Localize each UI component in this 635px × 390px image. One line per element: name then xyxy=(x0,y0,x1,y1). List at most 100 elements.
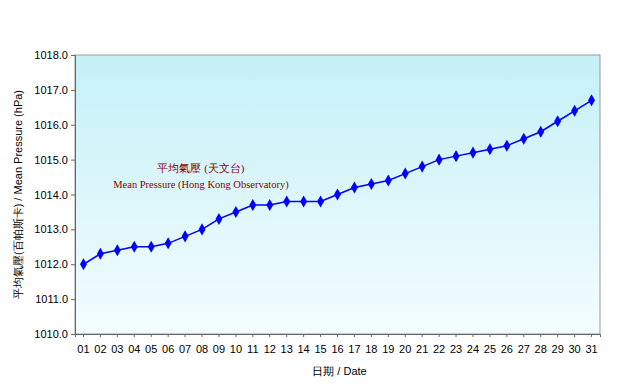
x-axis: 0102030405060708091011121314151617181920… xyxy=(76,334,601,355)
x-tick-label: 14 xyxy=(298,343,310,355)
x-tick: 14 xyxy=(298,334,310,355)
y-tick-label: 1013.0 xyxy=(34,223,68,235)
x-tick-mark xyxy=(286,334,287,337)
x-tick: 17 xyxy=(348,334,360,355)
x-tick-label: 17 xyxy=(348,343,360,355)
y-tick: 1012.0 xyxy=(34,258,75,270)
series-marker xyxy=(182,230,189,242)
x-tick-mark xyxy=(523,334,524,337)
x-tick: 29 xyxy=(552,334,564,355)
x-tick-label: 31 xyxy=(585,343,597,355)
series-marker xyxy=(588,94,595,106)
x-tick: 15 xyxy=(314,334,326,355)
x-tick: 24 xyxy=(467,334,479,355)
series-marker xyxy=(571,105,578,117)
x-tick-label: 06 xyxy=(162,343,174,355)
y-tick: 1017.0 xyxy=(34,84,75,96)
x-tick: 30 xyxy=(568,334,580,355)
x-tick-mark xyxy=(557,334,558,337)
x-tick: 11 xyxy=(247,334,258,355)
y-tick-mark xyxy=(71,264,75,265)
annotation: Mean Pressure (Hong Kong Observatory) xyxy=(113,179,289,191)
x-tick-label: 08 xyxy=(196,343,208,355)
x-tick: 23 xyxy=(450,334,462,355)
x-tick: 10 xyxy=(230,334,242,355)
x-tick-mark xyxy=(117,334,118,337)
plot-area xyxy=(75,55,600,334)
x-tick: 06 xyxy=(162,334,174,355)
x-tick-label: 30 xyxy=(568,343,580,355)
x-tick: 21 xyxy=(416,334,428,355)
x-tick-label: 12 xyxy=(264,343,276,355)
series-marker xyxy=(334,188,341,200)
y-tick-mark xyxy=(71,334,75,335)
y-tick-label: 1012.0 xyxy=(34,258,68,270)
x-tick: 07 xyxy=(179,334,191,355)
y-tick-label: 1010.0 xyxy=(34,328,68,340)
series-marker xyxy=(114,244,121,256)
series-marker xyxy=(503,140,510,152)
series-marker xyxy=(249,199,256,211)
x-tick-mark xyxy=(405,334,406,337)
y-tick: 1016.0 xyxy=(34,119,75,131)
series-marker xyxy=(199,223,206,235)
y-tick-mark xyxy=(71,229,75,230)
x-tick: 25 xyxy=(484,334,496,355)
y-tick: 1014.0 xyxy=(34,189,75,201)
x-tick-label: 26 xyxy=(501,343,513,355)
x-tick: 02 xyxy=(94,334,106,355)
x-axis-line xyxy=(76,335,601,338)
x-tick: 03 xyxy=(111,334,123,355)
series-marker xyxy=(148,241,155,253)
x-tick-mark xyxy=(303,334,304,337)
y-tick: 1015.0 xyxy=(34,154,75,166)
series-marker xyxy=(402,168,409,180)
x-tick: 05 xyxy=(145,334,157,355)
x-tick-label: 25 xyxy=(484,343,496,355)
series-marker xyxy=(97,248,104,260)
x-tick: 12 xyxy=(264,334,276,355)
series-marker xyxy=(266,199,273,211)
chart: 1010.01011.01012.01013.01014.01015.01016… xyxy=(0,0,635,390)
x-tick: 18 xyxy=(365,334,377,355)
x-tick-label: 09 xyxy=(213,343,225,355)
x-tick-label: 15 xyxy=(314,343,326,355)
x-tick-mark xyxy=(218,334,219,337)
x-tick-label: 28 xyxy=(535,343,547,355)
y-tick: 1018.0 xyxy=(34,49,75,61)
x-tick-mark xyxy=(168,334,169,337)
x-tick: 09 xyxy=(213,334,225,355)
series-marker xyxy=(368,178,375,190)
y-tick: 1013.0 xyxy=(34,223,75,235)
x-tick-label: 24 xyxy=(467,343,479,355)
x-tick: 22 xyxy=(433,334,445,355)
x-tick: 01 xyxy=(77,334,89,355)
series-marker xyxy=(232,206,239,218)
x-tick-label: 23 xyxy=(450,343,462,355)
series-marker xyxy=(537,126,544,138)
series-marker xyxy=(385,175,392,187)
y-axis: 1010.0 1011.0 1012.0 1013.0 1014.0 1015.0 1016… xyxy=(34,49,75,340)
x-tick-mark xyxy=(151,334,152,337)
x-tick-mark xyxy=(134,334,135,337)
x-tick-mark xyxy=(185,334,186,337)
x-tick-label: 19 xyxy=(382,343,394,355)
y-tick-label: 1011.0 xyxy=(35,293,68,305)
x-tick-label: 01 xyxy=(77,343,89,355)
annotation: 平均氣壓 (天文台) xyxy=(157,162,244,175)
x-tick-label: 07 xyxy=(179,343,191,355)
y-axis-title: 平均氣壓(百帕斯卡) / Mean Pressure (hPa) xyxy=(12,90,24,299)
x-tick: 16 xyxy=(331,334,343,355)
series-marker xyxy=(300,195,307,207)
x-tick-mark xyxy=(540,334,541,337)
series-marker xyxy=(317,195,324,207)
x-tick-mark xyxy=(472,334,473,337)
y-tick-label: 1014.0 xyxy=(34,189,68,201)
x-tick-mark xyxy=(354,334,355,337)
x-tick-mark xyxy=(422,334,423,337)
y-tick-label: 1017.0 xyxy=(34,84,68,96)
x-tick-label: 29 xyxy=(552,343,564,355)
x-tick: 28 xyxy=(535,334,547,355)
y-tick-mark xyxy=(71,55,75,56)
x-tick: 08 xyxy=(196,334,208,355)
